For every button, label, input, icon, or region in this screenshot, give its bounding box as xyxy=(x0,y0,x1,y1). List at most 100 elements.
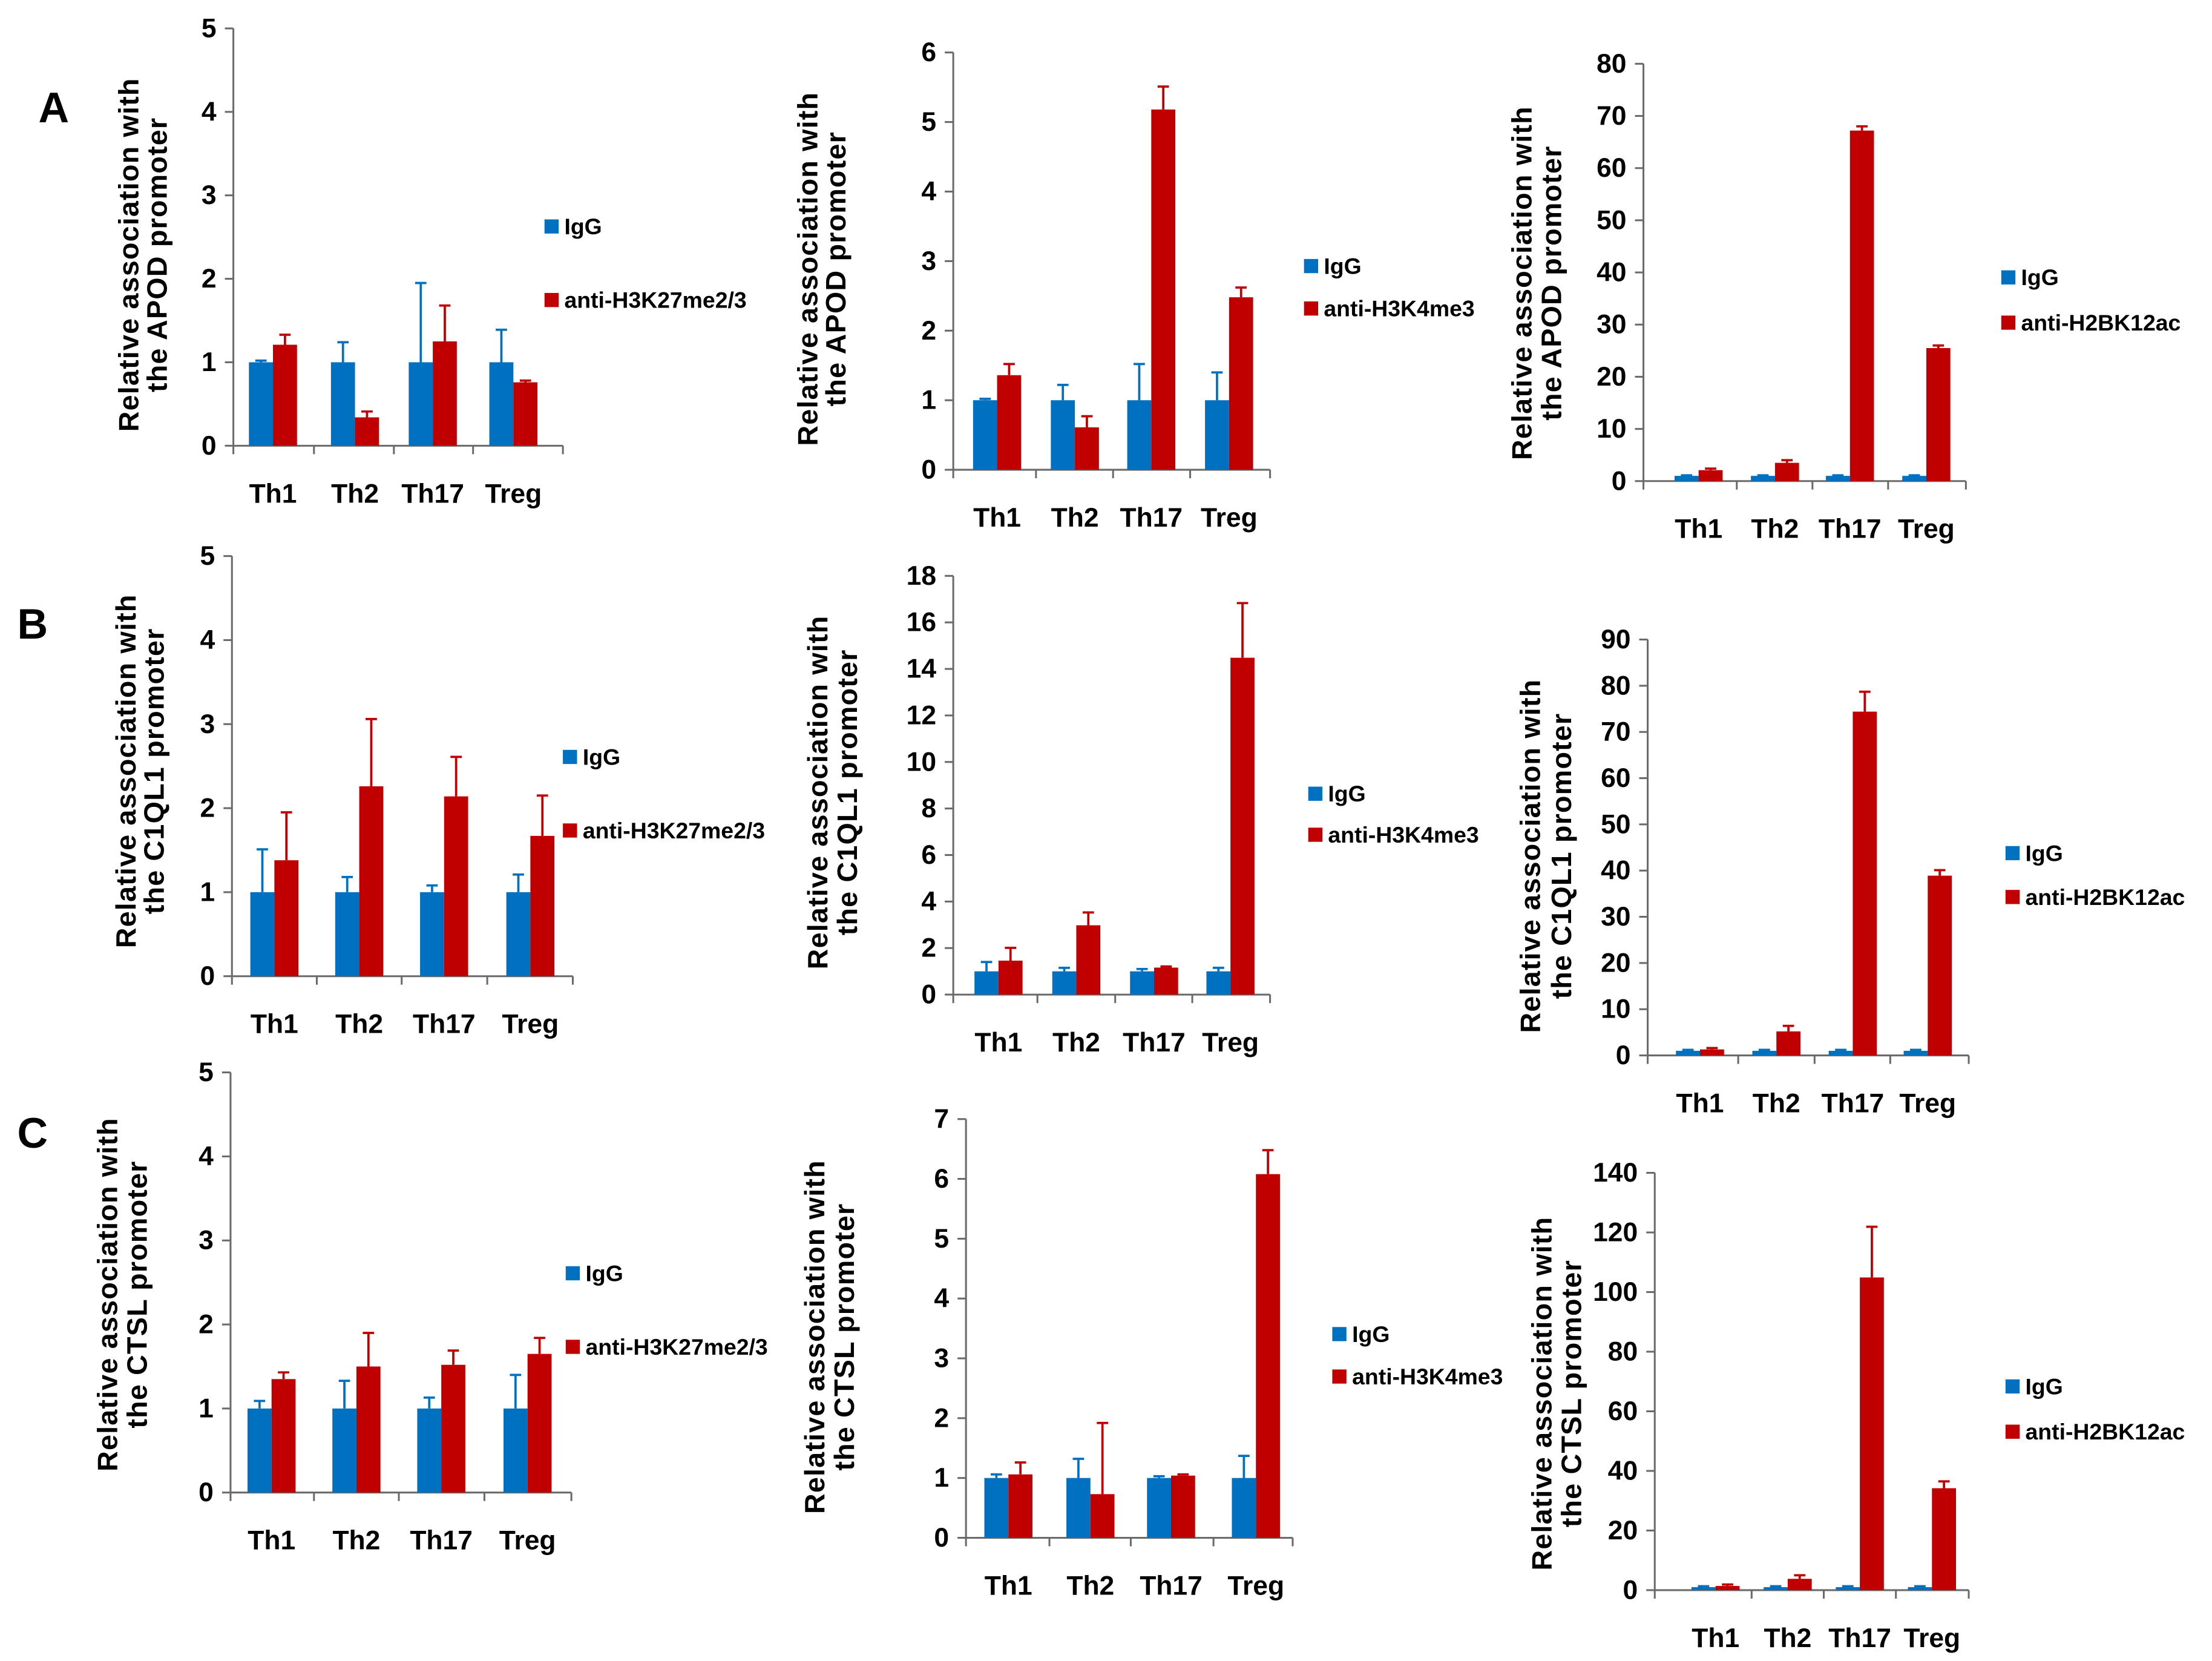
error-bar-igg-th1 xyxy=(254,1400,266,1409)
error-bar-anti-h2bk12ac-th2 xyxy=(1782,1024,1794,1031)
legend-label-igg: IgG xyxy=(1328,781,1365,806)
y-tick-label: 2 xyxy=(934,1403,949,1433)
x-tick-label-th2: Th2 xyxy=(1753,1089,1800,1119)
bar-igg-th2 xyxy=(1751,476,1775,481)
x-tick-label-treg: Treg xyxy=(1903,1623,1960,1653)
y-tick-label: 100 xyxy=(1593,1277,1638,1307)
error-bar-anti-h3k4me3-treg xyxy=(1262,1149,1274,1174)
error-bar-igg-th2 xyxy=(1757,474,1769,477)
error-bar-igg-treg xyxy=(510,1373,522,1409)
y-tick-label: 3 xyxy=(921,246,936,276)
bar-anti-h3k27me2-3-th17 xyxy=(441,1364,465,1493)
y-tick-label: 3 xyxy=(199,1226,214,1255)
y-tick-label: 0 xyxy=(1616,1041,1631,1070)
error-bar-igg-th2 xyxy=(1759,1048,1770,1051)
x-tick-label-th17: Th17 xyxy=(1822,1089,1885,1119)
y-tick-label: 70 xyxy=(1601,717,1630,747)
y-tick-label: 1 xyxy=(934,1463,949,1493)
y-tick-label: 0 xyxy=(202,431,217,461)
error-bar-igg-th2 xyxy=(341,876,353,892)
bar-igg-treg xyxy=(1205,400,1229,470)
y-tick-label: 12 xyxy=(907,700,936,730)
error-bar-igg-treg xyxy=(496,328,507,363)
bar-anti-h2bk12ac-th1 xyxy=(1700,1049,1724,1056)
bar-igg-th1 xyxy=(974,971,999,995)
x-tick-label-th17: Th17 xyxy=(410,1526,473,1556)
error-bar-anti-h3k27me2-3-th1 xyxy=(278,1371,289,1380)
legend-label-anti-h3k27me2-3: anti-H3K27me2/3 xyxy=(564,288,746,313)
bar-anti-h2bk12ac-th17 xyxy=(1860,1277,1884,1590)
error-bar-igg-th2 xyxy=(1057,384,1069,401)
y-tick-label: 30 xyxy=(1597,310,1626,340)
y-tick-label: 10 xyxy=(1597,414,1626,444)
y-tick-label: 20 xyxy=(1601,948,1630,978)
error-bar-igg-th2 xyxy=(338,1380,350,1409)
error-bar-anti-h3k27me2-3-treg xyxy=(534,1337,545,1354)
bar-anti-h2bk12ac-th2 xyxy=(1774,462,1799,481)
y-tick-label: 1 xyxy=(199,1393,214,1423)
legend-swatch-anti-h2bk12ac xyxy=(2001,315,2016,330)
legend-swatch-igg xyxy=(1308,786,1323,801)
x-tick-label-th2: Th2 xyxy=(1051,503,1099,533)
y-axis-label-line-2: the C1QL1 promoter xyxy=(139,628,170,914)
y-tick-label: 1 xyxy=(202,347,217,377)
legend-swatch-anti-h3k27me2-3 xyxy=(544,292,559,308)
legend-label-anti-h2bk12ac: anti-H2BK12ac xyxy=(2026,884,2185,910)
bar-igg-treg xyxy=(1206,971,1231,995)
x-tick-label-th1: Th1 xyxy=(973,503,1021,533)
bar-anti-h3k4me3-treg xyxy=(1256,1174,1280,1538)
legend-swatch-anti-h2bk12ac xyxy=(2005,890,2020,904)
legend-swatch-anti-h3k27me2-3 xyxy=(565,1340,580,1354)
error-bar-igg-treg xyxy=(1910,1048,1922,1051)
error-bar-anti-h3k4me3-th2 xyxy=(1082,911,1094,926)
bar-igg-th2 xyxy=(1764,1587,1788,1590)
y-tick-label: 80 xyxy=(1597,49,1626,79)
y-tick-label: 60 xyxy=(1601,763,1630,793)
x-tick-label-th1: Th1 xyxy=(985,1571,1032,1600)
bar-igg-th1 xyxy=(250,892,275,976)
y-tick-label: 8 xyxy=(921,794,936,823)
y-axis-label-line-1: Relative association with xyxy=(792,92,823,446)
legend-label-igg: IgG xyxy=(2026,840,2063,866)
error-bar-igg-th2 xyxy=(1058,967,1070,972)
y-tick-label: 6 xyxy=(921,38,936,67)
error-bar-igg-th17 xyxy=(415,281,427,363)
chart-c-3: 0 20 40 60 80 100 120 140 Th1 Th2 Th17 Treg IgG anti-… xyxy=(1526,1158,2185,1653)
y-tick-label: 10 xyxy=(1601,995,1630,1024)
y-tick-label: 3 xyxy=(200,709,215,739)
bar-anti-h3k4me3-treg xyxy=(1229,297,1253,470)
bar-igg-th2 xyxy=(1066,1478,1091,1538)
bar-igg-th1 xyxy=(247,1408,272,1493)
chart-a-1: 0 1 2 3 4 5 Th1 Th2 Th17 Treg IgG anti-H3K27me2/3 Re… xyxy=(113,13,747,508)
bar-anti-h3k27me2-3-th2 xyxy=(359,786,384,976)
x-tick-label-treg: Treg xyxy=(1201,503,1258,533)
bar-anti-h3k4me3-th17 xyxy=(1171,1475,1195,1538)
legend-label-anti-h3k27me2-3: anti-H3K27me2/3 xyxy=(586,1334,768,1360)
y-tick-label: 0 xyxy=(934,1523,949,1553)
row-label-c: C xyxy=(17,1110,48,1157)
bar-anti-h2bk12ac-th17 xyxy=(1853,711,1877,1056)
bar-anti-h3k27me2-3-treg xyxy=(513,382,538,446)
error-bar-anti-h3k4me3-th17 xyxy=(1157,85,1169,110)
y-tick-label: 0 xyxy=(200,961,215,991)
error-bar-igg-th17 xyxy=(1153,1475,1165,1478)
y-tick-label: 5 xyxy=(934,1224,949,1254)
bar-anti-h3k4me3-th17 xyxy=(1154,967,1178,995)
bar-anti-h3k27me2-3-treg xyxy=(527,1353,552,1493)
legend-swatch-anti-h2bk12ac xyxy=(2005,1424,2020,1439)
y-tick-label: 18 xyxy=(907,561,936,591)
chart-c-2: 0 1 2 3 4 5 6 7 Th1 Th2 Th17 Treg IgG anti-H3K4me3 Rel… xyxy=(799,1104,1503,1600)
error-bar-igg-treg xyxy=(1211,371,1223,401)
bar-anti-h3k4me3-th2 xyxy=(1075,427,1099,470)
bar-igg-th17 xyxy=(1836,1587,1860,1590)
chart-a-3: 0 10 20 30 40 50 60 70 80 Th1 Th2 Th17 Treg IgG anti-H… xyxy=(1506,49,2181,544)
x-tick-label-th1: Th1 xyxy=(1676,1089,1724,1119)
y-tick-label: 20 xyxy=(1597,362,1626,392)
y-tick-label: 50 xyxy=(1601,809,1630,839)
bar-anti-h3k27me2-3-treg xyxy=(530,835,555,976)
bar-igg-th1 xyxy=(1676,1050,1701,1056)
legend-swatch-igg xyxy=(544,219,559,234)
error-bar-anti-h3k27me2-3-th17 xyxy=(450,755,462,797)
legend-swatch-igg xyxy=(563,749,577,765)
x-tick-label-treg: Treg xyxy=(499,1526,556,1556)
